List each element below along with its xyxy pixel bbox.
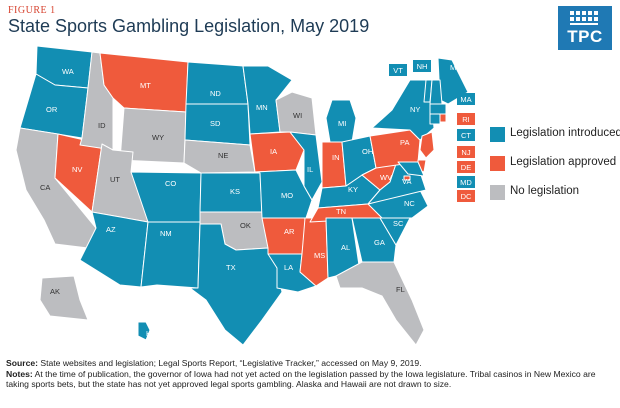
state-ar [261, 217, 307, 255]
state-mi [325, 99, 357, 143]
state-box-ct [457, 129, 475, 141]
state-box-nh [413, 60, 431, 72]
state-ct [429, 113, 441, 125]
state-ms [299, 217, 329, 287]
state-nh [429, 79, 443, 105]
state-box-vt [389, 64, 407, 76]
source-notes: Source: State websites and legislation; … [6, 358, 612, 390]
state-box-nj [457, 146, 475, 158]
state-ma [429, 103, 447, 115]
state-dc [403, 175, 411, 181]
state-box-ri [457, 113, 475, 125]
legend-item-none: No legislation [490, 184, 620, 202]
state-nm [140, 221, 201, 289]
state-ks [199, 172, 263, 213]
state-ne [183, 139, 256, 174]
state-tx [189, 223, 283, 346]
state-fl [335, 261, 425, 346]
source-line: Source: State websites and legislation; … [6, 358, 612, 369]
state-box-de [457, 161, 475, 173]
state-box-md [457, 176, 475, 188]
map-title: State Sports Gambling Legislation, May 2… [8, 16, 370, 36]
state-md [397, 161, 425, 177]
state-sd [184, 103, 251, 146]
notes-line: Notes: At the time of publication, the g… [6, 369, 612, 390]
legend-label-introduced: Legislation introduced [510, 127, 620, 139]
tpc-logo: TPC [558, 6, 612, 50]
state-mo [254, 169, 313, 219]
figure-label: FIGURE 1 [8, 5, 56, 16]
state-nd [185, 61, 249, 105]
legend-item-introduced: Legislation introduced [490, 126, 620, 144]
legend-label-approved: Legislation approved [510, 156, 617, 168]
state-il [289, 131, 323, 201]
legend-label-none: No legislation [510, 185, 580, 197]
notes-label: Notes: [6, 368, 33, 379]
source-text: State websites and legislation; Legal Sp… [38, 358, 422, 368]
state-pa [369, 129, 421, 169]
source-label: Source: [6, 358, 38, 368]
legend-swatch-approved [490, 156, 505, 171]
state-box-dc [457, 190, 475, 202]
legend-swatch-none [490, 185, 505, 200]
tpc-capitol-logo-icon [570, 11, 598, 25]
notes-text: At the time of publication, the governor… [6, 368, 596, 390]
legend-swatch-introduced [490, 127, 505, 142]
legend-item-approved: Legislation approved [490, 155, 620, 173]
logo-text: TPC [567, 27, 603, 46]
state-ri [439, 113, 447, 123]
state-wi [275, 91, 317, 136]
state-hi [137, 321, 151, 341]
state-box-ma [457, 93, 475, 105]
state-nj [419, 131, 435, 159]
state-ak [39, 275, 89, 321]
state-ga [351, 217, 397, 263]
